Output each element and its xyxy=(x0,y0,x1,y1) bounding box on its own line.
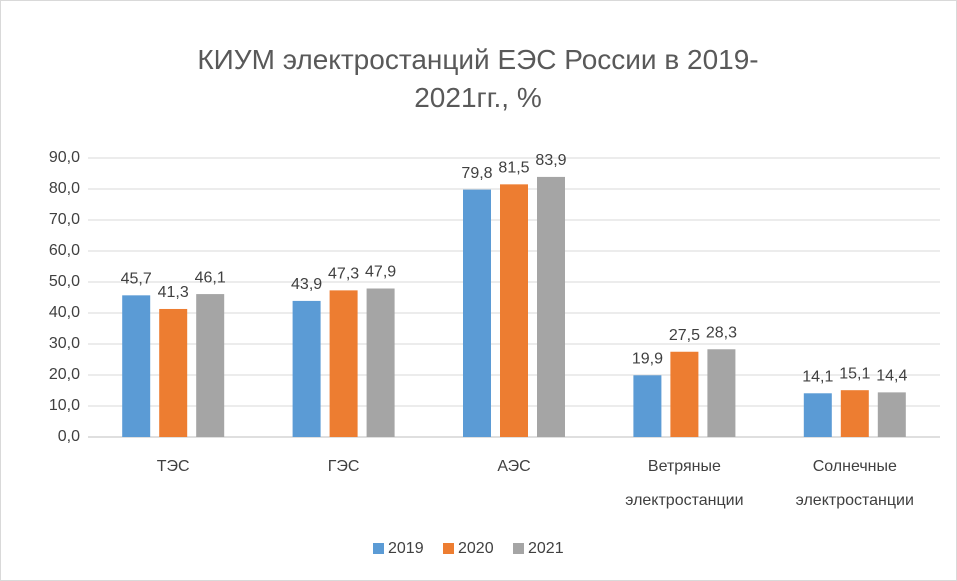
data-label: 15,1 xyxy=(839,365,870,382)
data-label: 47,3 xyxy=(328,266,359,283)
y-tick-label: 10,0 xyxy=(49,397,80,414)
legend-label: 2021 xyxy=(528,540,564,557)
legend-swatch xyxy=(513,543,524,554)
y-tick-label: 70,0 xyxy=(49,211,80,228)
data-label: 81,5 xyxy=(498,160,529,177)
data-label: 43,9 xyxy=(291,276,322,293)
data-label: 19,9 xyxy=(632,351,663,368)
legend-swatch xyxy=(443,543,454,554)
x-tick-label: АЭС xyxy=(497,458,530,475)
bar xyxy=(159,308,188,437)
bar xyxy=(707,349,736,437)
bar xyxy=(877,392,906,437)
y-tick-label: 90,0 xyxy=(49,149,80,166)
data-label: 83,9 xyxy=(535,152,566,169)
bar xyxy=(500,184,528,437)
y-tick-label: 0,0 xyxy=(58,428,80,445)
x-tick-label: Солнечные электростанции xyxy=(796,458,914,509)
legend-label: 2020 xyxy=(458,540,494,557)
y-tick-label: 80,0 xyxy=(49,180,80,197)
y-tick-label: 60,0 xyxy=(49,242,80,259)
legend-swatch xyxy=(373,543,384,554)
bar xyxy=(537,176,565,437)
data-label: 14,1 xyxy=(802,369,833,386)
legend-label: 2019 xyxy=(388,540,424,557)
bar xyxy=(840,390,869,437)
bar xyxy=(196,294,225,437)
data-label: 28,3 xyxy=(706,324,737,341)
data-label: 46,1 xyxy=(195,269,226,286)
bar xyxy=(292,300,321,437)
data-label: 27,5 xyxy=(669,327,700,344)
bar xyxy=(633,375,662,437)
x-tick-label: Ветряные электростанции xyxy=(625,458,743,509)
bar xyxy=(329,290,358,437)
data-label: 41,3 xyxy=(158,284,189,301)
y-tick-label: 40,0 xyxy=(49,304,80,321)
bar xyxy=(366,288,395,437)
data-label: 79,8 xyxy=(461,165,492,182)
data-label: 47,9 xyxy=(365,264,396,281)
bar xyxy=(122,295,151,437)
y-tick-label: 20,0 xyxy=(49,366,80,383)
data-label: 45,7 xyxy=(121,271,152,288)
bar xyxy=(803,393,832,437)
x-tick-label: ТЭС xyxy=(157,458,190,475)
y-tick-label: 30,0 xyxy=(49,335,80,352)
y-tick-label: 50,0 xyxy=(49,273,80,290)
data-label: 14,4 xyxy=(876,368,907,385)
bar xyxy=(463,189,491,437)
chart-title: КИУМ электростанций ЕЭС России в 2019-20… xyxy=(197,44,758,113)
x-tick-label: ГЭС xyxy=(328,458,360,475)
bar xyxy=(670,351,699,437)
